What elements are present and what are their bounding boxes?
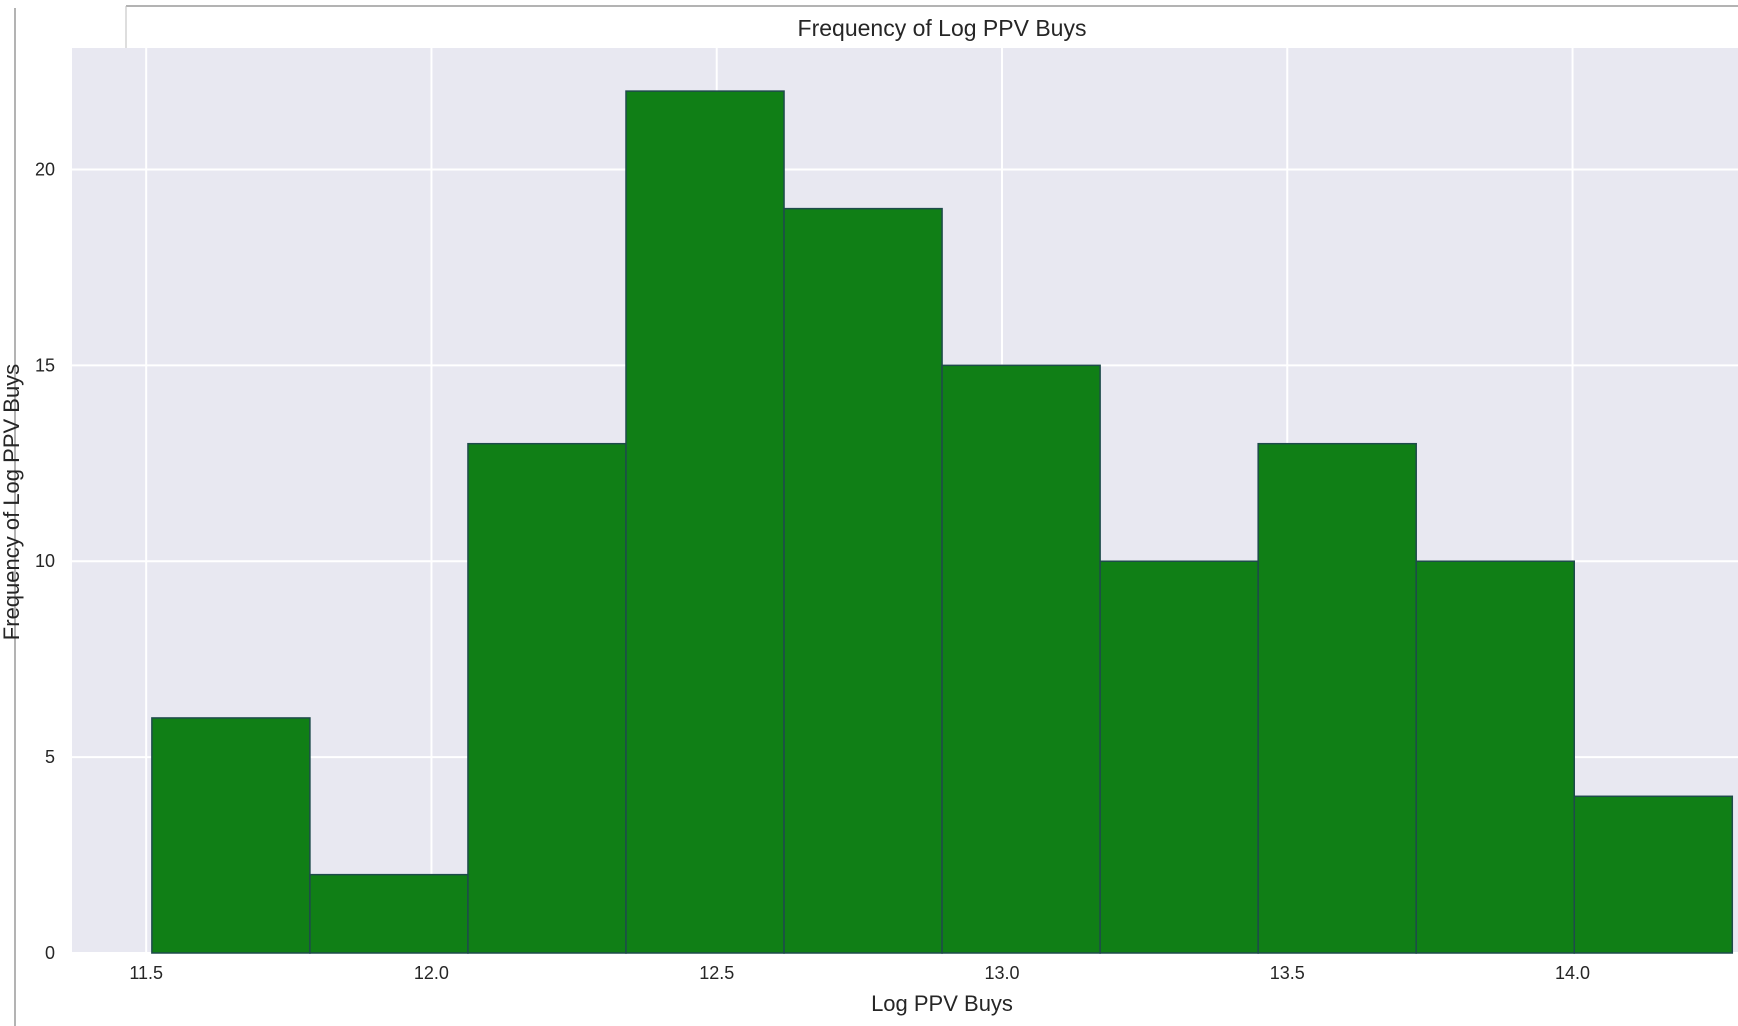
x-tick-label: 14.0 xyxy=(1555,963,1590,983)
x-tick-label: 12.5 xyxy=(699,963,734,983)
histogram-bar xyxy=(467,442,627,954)
histogram-bars xyxy=(151,90,1734,954)
x-tick-label: 13.0 xyxy=(984,963,1019,983)
chart-title: Frequency of Log PPV Buys xyxy=(798,15,1087,41)
x-tick-label: 12.0 xyxy=(414,963,449,983)
histogram-bar xyxy=(309,873,469,954)
histogram-bar xyxy=(783,207,943,954)
y-tick-label: 20 xyxy=(35,159,55,179)
x-axis-label: Log PPV Buys xyxy=(871,991,1013,1016)
y-tick-label: 15 xyxy=(35,355,55,375)
y-tick-label: 5 xyxy=(45,747,55,767)
histogram-bar xyxy=(1573,795,1734,954)
y-tick-label: 10 xyxy=(35,551,55,571)
histogram-bar xyxy=(625,90,785,954)
x-tick-label: 11.5 xyxy=(129,963,163,983)
histogram-bar xyxy=(151,717,311,954)
histogram-bar xyxy=(1099,560,1259,954)
x-tick-label: 13.5 xyxy=(1270,963,1305,983)
histogram-bar xyxy=(941,364,1101,954)
histogram-bar xyxy=(1415,560,1576,954)
x-tick-labels: 11.5 12.0 12.5 13.0 13.5 14.0 xyxy=(129,963,1590,983)
y-tick-labels: 0 5 10 15 20 xyxy=(35,159,55,963)
y-axis-label: Frequency of Log PPV Buys xyxy=(0,364,24,640)
y-tick-label: 0 xyxy=(45,943,55,963)
histogram-bar xyxy=(1257,442,1417,954)
